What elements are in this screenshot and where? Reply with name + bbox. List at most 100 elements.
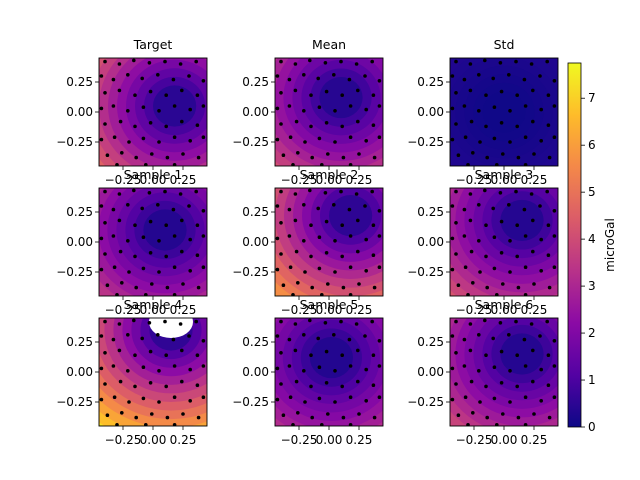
- station-point: [194, 319, 198, 324]
- station-point: [546, 353, 551, 358]
- station-point: [127, 400, 131, 404]
- station-point: [288, 265, 293, 270]
- station-point: [326, 412, 330, 416]
- station-point: [531, 218, 535, 223]
- y-tick-label: 0.25: [66, 335, 93, 349]
- station-point: [552, 234, 557, 238]
- station-point: [454, 319, 458, 324]
- station-point: [492, 396, 497, 401]
- station-point: [308, 188, 312, 193]
- station-point: [316, 206, 321, 211]
- station-point: [454, 59, 458, 64]
- station-point: [275, 74, 280, 78]
- station-point: [468, 62, 473, 66]
- station-point: [377, 265, 382, 270]
- station-point: [508, 400, 512, 404]
- colorbar-label: microGal: [603, 218, 617, 272]
- colorbar-tick-label: 6: [588, 138, 596, 152]
- station-point: [523, 364, 528, 368]
- station-point: [296, 281, 300, 285]
- station-point: [132, 188, 136, 193]
- station-point: [324, 219, 329, 224]
- station-point: [332, 333, 336, 337]
- colorbar: 0 1 2 3 4 5 6 7 microGal: [567, 62, 617, 434]
- station-point: [468, 322, 473, 326]
- station-point: [188, 399, 192, 403]
- station-point: [495, 293, 499, 296]
- y-tick-label: 0.00: [242, 235, 269, 249]
- station-point: [127, 140, 131, 144]
- station-point: [539, 139, 543, 143]
- contour-level: [500, 199, 544, 241]
- station-point: [165, 415, 170, 420]
- x-tick-label: 0.00: [316, 303, 343, 317]
- x-tick-label: 0.25: [521, 433, 548, 447]
- station-point: [514, 189, 518, 194]
- station-point: [320, 163, 324, 166]
- x-tick-label: 0.25: [170, 173, 197, 187]
- station-point: [333, 239, 337, 243]
- panel-title: Sample 4: [124, 297, 183, 312]
- station-point: [539, 367, 543, 372]
- station-point: [117, 322, 122, 326]
- station-point: [126, 369, 130, 373]
- station-point: [195, 253, 200, 257]
- station-point: [478, 400, 482, 404]
- station-point: [491, 76, 496, 81]
- station-point: [377, 364, 382, 368]
- station-point: [302, 109, 306, 113]
- station-point: [356, 249, 360, 254]
- station-point: [188, 237, 192, 242]
- station-point: [171, 77, 176, 82]
- station-point: [303, 270, 307, 274]
- station-point: [356, 218, 360, 223]
- station-point: [320, 293, 324, 296]
- station-point: [332, 203, 336, 207]
- station-point: [348, 423, 353, 426]
- y-tick-label: 0.25: [242, 335, 269, 349]
- station-point: [522, 207, 527, 212]
- station-point: [288, 395, 293, 400]
- station-point: [492, 136, 497, 141]
- station-point: [275, 397, 280, 402]
- station-point: [364, 237, 369, 242]
- station-point: [377, 104, 382, 108]
- station-point: [545, 319, 549, 324]
- station-point: [356, 379, 360, 384]
- station-point: [531, 119, 535, 124]
- panel-8: Sample 50.250.00−0.25−0.250.00 0.25: [232, 297, 384, 447]
- station-point: [115, 163, 119, 166]
- station-point: [141, 396, 146, 401]
- station-point: [341, 415, 346, 420]
- station-point: [309, 93, 313, 97]
- station-point: [127, 270, 131, 274]
- station-point: [450, 267, 455, 272]
- station-point: [532, 282, 536, 286]
- station-point: [180, 88, 184, 93]
- station-point: [498, 61, 503, 65]
- panel-title: Std: [494, 37, 515, 52]
- station-point: [462, 234, 467, 238]
- station-point: [188, 269, 192, 273]
- station-point: [363, 334, 367, 338]
- y-tick-label: −0.25: [232, 265, 269, 279]
- station-point: [357, 412, 361, 416]
- station-point: [157, 270, 161, 274]
- panel-title: Sample 1: [124, 167, 183, 182]
- station-point: [133, 93, 137, 97]
- station-point: [275, 236, 280, 241]
- station-point: [491, 336, 496, 341]
- station-point: [333, 140, 337, 144]
- station-point: [354, 322, 359, 326]
- y-tick-label: 0.25: [242, 205, 269, 219]
- station-point: [103, 319, 107, 324]
- x-tick-label: 0.00: [316, 173, 343, 187]
- station-point: [281, 413, 286, 418]
- station-point: [156, 73, 160, 77]
- colorbar-tick-label: 0: [588, 420, 596, 434]
- station-point: [201, 209, 206, 213]
- station-point: [377, 209, 382, 213]
- contour-level: [319, 77, 363, 119]
